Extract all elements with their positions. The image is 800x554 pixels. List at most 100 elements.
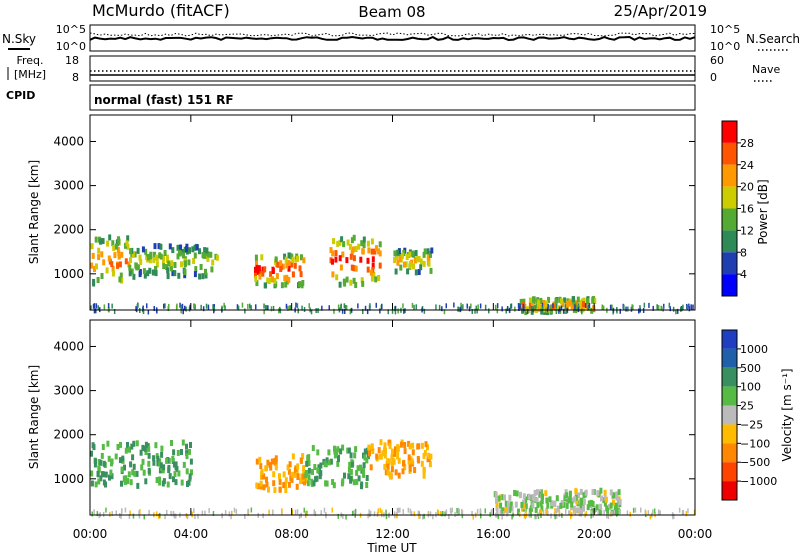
echo-cell	[359, 256, 363, 263]
echo-cell	[255, 482, 259, 489]
echo-cell	[680, 306, 683, 312]
echo-cell	[365, 447, 369, 454]
echo-cell	[556, 505, 560, 512]
echo-cell	[211, 259, 215, 266]
echo-cell	[143, 514, 145, 520]
echo-cell	[111, 511, 113, 517]
echo-cell	[90, 305, 92, 311]
echo-cell	[147, 309, 150, 315]
echo-cell	[116, 262, 120, 269]
freq-label-2: [MHz]	[14, 68, 46, 81]
echo-cell	[604, 496, 608, 503]
echo-cell	[180, 479, 184, 486]
echo-cell	[304, 472, 308, 479]
echo-cell	[126, 478, 130, 484]
echo-cell	[90, 450, 93, 457]
echo-cell	[302, 257, 306, 264]
echo-cell	[143, 445, 147, 452]
echo-cell	[133, 251, 137, 258]
echo-cell	[387, 458, 391, 465]
echo-cell	[120, 466, 124, 473]
echo-cell	[284, 477, 288, 484]
echo-cell	[688, 306, 691, 312]
echo-cell	[470, 303, 472, 309]
echo-cell	[422, 251, 426, 258]
echo-cell	[284, 281, 288, 288]
echo-cell	[403, 442, 407, 448]
echo-cell	[588, 303, 591, 308]
echo-cell	[342, 241, 346, 248]
echo-cell	[156, 511, 158, 517]
echo-cell	[594, 508, 596, 514]
echo-cell	[94, 236, 98, 243]
echo-cell	[579, 488, 583, 495]
echo-cell	[286, 464, 290, 471]
echo-cell	[692, 304, 694, 310]
echo-cell	[576, 507, 580, 514]
echo-cell	[291, 509, 294, 515]
echo-cell	[198, 273, 202, 280]
echo-cell	[572, 508, 575, 514]
echo-cell	[524, 496, 528, 503]
echo-cell	[100, 471, 104, 478]
echo-cell	[435, 304, 437, 310]
echo-cell	[120, 513, 122, 519]
echo-cell	[179, 244, 183, 251]
echo-cell	[499, 510, 502, 516]
echo-cell	[577, 492, 581, 499]
echo-cell	[499, 502, 503, 509]
echo-cell	[114, 243, 118, 250]
echo-cell	[314, 476, 317, 483]
echo-cell	[359, 464, 363, 471]
echo-cell	[224, 305, 226, 311]
echo-cell	[340, 304, 342, 310]
x-tick-label: 20:00	[577, 527, 612, 541]
echo-cell	[341, 444, 345, 451]
echo-cell	[180, 261, 183, 268]
echo-cell	[212, 304, 214, 310]
echo-cell	[565, 502, 569, 509]
echo-cell	[456, 511, 458, 516]
echo-cell	[333, 308, 335, 314]
echo-cell	[471, 309, 473, 314]
echo-cell	[99, 459, 103, 466]
echo-cell	[616, 511, 618, 517]
echo-cell	[579, 497, 583, 504]
echo-cell	[166, 481, 170, 488]
echo-cell	[576, 296, 580, 303]
echo-cell	[113, 252, 117, 259]
echo-cell	[102, 259, 106, 266]
echo-cell	[390, 466, 394, 473]
power-colorbar: 28 24 20 16 12 8 4	[721, 120, 754, 297]
power-echo-cells	[90, 234, 694, 316]
echo-cell	[102, 511, 105, 517]
echo-cell	[379, 507, 381, 513]
echo-cell	[408, 262, 412, 269]
echo-cell	[334, 250, 338, 257]
echo-cell	[175, 513, 177, 519]
echo-cell	[461, 513, 464, 519]
echo-cell	[515, 490, 519, 497]
echo-cell	[308, 303, 310, 309]
echo-cell	[501, 507, 505, 514]
echo-cell	[460, 305, 463, 311]
velocity-colorbar-step	[722, 462, 737, 482]
echo-cell	[349, 279, 353, 286]
echo-cell	[503, 494, 506, 501]
echo-cell	[522, 298, 526, 305]
echo-cell	[107, 303, 110, 309]
velocity-colorbar-tick-label: 500	[740, 362, 761, 375]
echo-cell	[139, 509, 141, 515]
echo-cell	[590, 510, 593, 516]
echo-cell	[436, 509, 439, 515]
echo-cell	[381, 304, 383, 310]
echo-cell	[360, 481, 364, 488]
echo-cell	[416, 443, 420, 450]
echo-cell	[278, 473, 281, 480]
echo-cell	[354, 282, 358, 288]
echo-cell	[345, 257, 349, 264]
echo-cell	[394, 511, 396, 517]
echo-cell	[520, 501, 524, 508]
echo-cell	[155, 477, 159, 483]
echo-cell	[147, 467, 151, 474]
